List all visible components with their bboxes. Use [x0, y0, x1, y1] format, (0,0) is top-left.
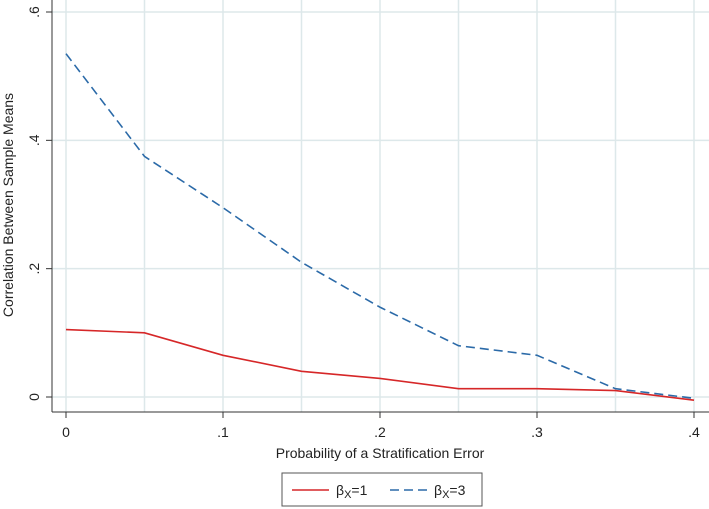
series-group	[65, 53, 695, 401]
grid-lines	[52, 0, 709, 412]
x-ticks: 0 .1 .2 .3 .4	[62, 412, 700, 440]
y-tick-label-0: 0	[26, 393, 42, 401]
series-line-0	[65, 328, 695, 401]
y-axis-title: Correlation Between Sample Means	[0, 93, 16, 317]
y-tick-label-2: .4	[26, 134, 42, 146]
series-line-1	[65, 53, 695, 400]
x-tick-label-1: .1	[217, 424, 229, 440]
x-tick-label-4: .4	[688, 424, 700, 440]
legend-label-0: βX=1	[336, 482, 368, 501]
legend-label-1: βX=3	[434, 482, 466, 501]
y-tick-label-1: .2	[26, 263, 42, 275]
legend: βX=1 βX=3	[281, 472, 483, 507]
x-tick-label-3: .3	[531, 424, 543, 440]
x-tick-label-2: .2	[374, 424, 386, 440]
legend-items: βX=1 βX=3	[292, 482, 466, 501]
x-axis-title: Probability of a Stratification Error	[276, 445, 485, 461]
y-ticks: 0 .2 .4 .6	[26, 6, 52, 401]
x-tick-label-0: 0	[62, 424, 70, 440]
y-tick-label-3: .6	[26, 6, 42, 18]
